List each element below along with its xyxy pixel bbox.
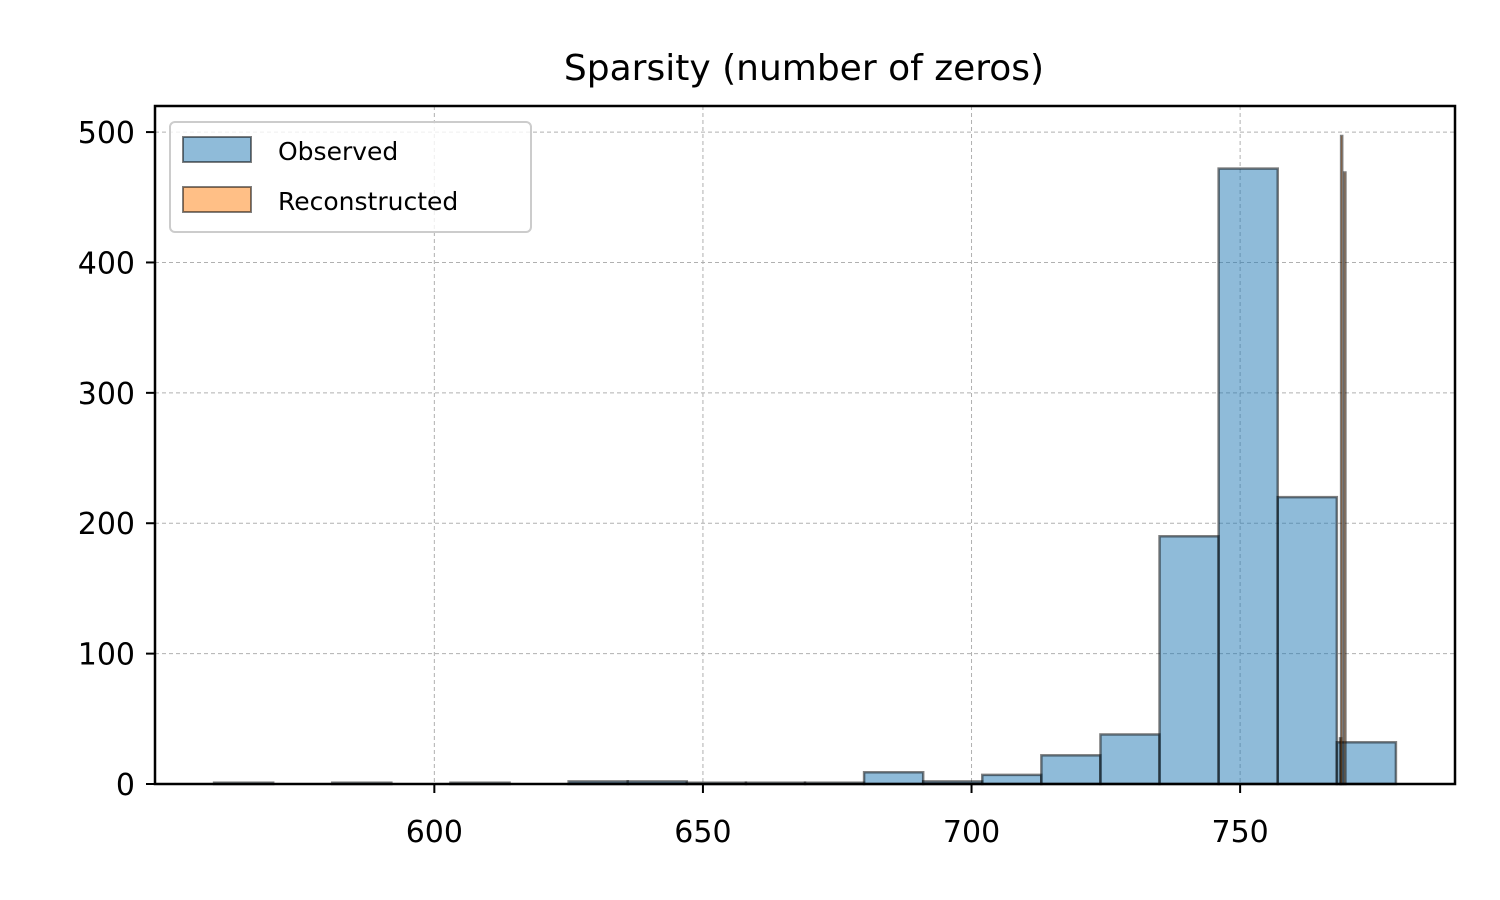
y-tick-label: 0 (116, 768, 135, 803)
observed-bar (862, 771, 925, 786)
observed-bar (981, 773, 1043, 786)
observed-bar (1040, 754, 1102, 786)
y-tick-label: 100 (78, 638, 135, 673)
observed-bar (1276, 495, 1339, 786)
reconstructed-bar (1343, 171, 1347, 786)
plot-frame (153, 104, 1457, 786)
observed-bar (1099, 733, 1161, 786)
histogram-bars (212, 134, 1398, 786)
x-tick-label: 600 (406, 815, 463, 850)
legend-swatch-reconstructed (182, 186, 252, 213)
y-tick-label: 200 (78, 507, 135, 542)
x-tick-label: 750 (1211, 815, 1268, 850)
legend-label-reconstructed: Reconstructed (278, 187, 458, 216)
observed-bar (1217, 167, 1279, 786)
x-tick-label: 700 (943, 815, 1000, 850)
legend: Observed Reconstructed (169, 121, 532, 233)
x-tick-label: 650 (674, 815, 731, 850)
chart-title: Sparsity (number of zeros) (564, 48, 1044, 89)
legend-box (169, 121, 532, 233)
reconstructed-bar (1339, 134, 1344, 786)
y-tick-label: 400 (78, 246, 135, 281)
axis-ticks: 600 650 700 750 0 100 200 300 400 500 (78, 116, 1269, 850)
y-tick-label: 300 (78, 377, 135, 412)
observed-bar (1158, 535, 1220, 786)
legend-swatch-observed (182, 136, 252, 163)
legend-label-observed: Observed (278, 137, 398, 166)
y-tick-label: 500 (78, 116, 135, 151)
